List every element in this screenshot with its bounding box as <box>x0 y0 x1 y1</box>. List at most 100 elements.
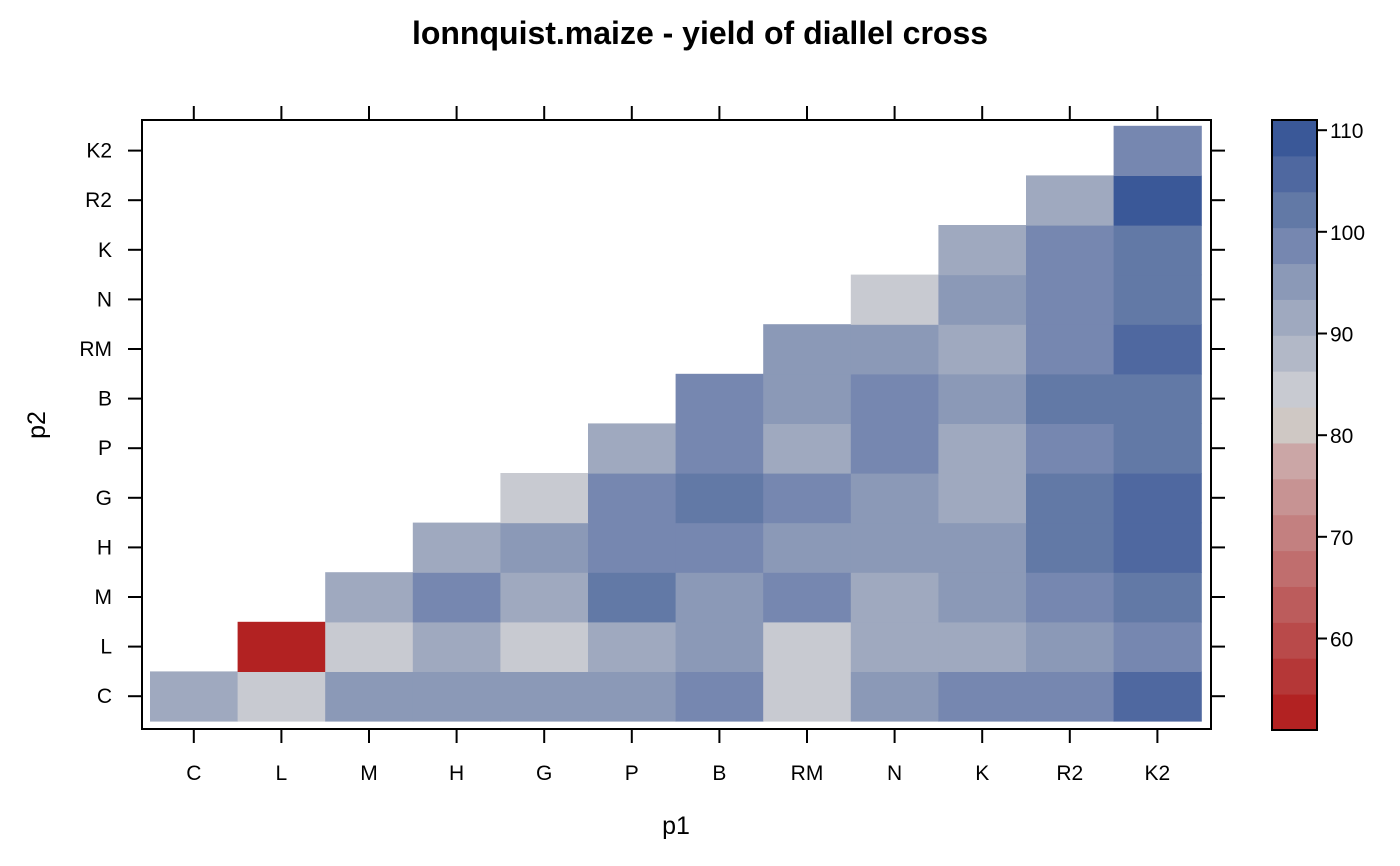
chart-title: lonnquist.maize - yield of diallel cross <box>412 15 988 51</box>
heatmap-cell-G-C <box>500 671 589 722</box>
colorbar-segment <box>1272 694 1317 731</box>
heatmap-cell-B-P <box>675 423 764 474</box>
heatmap-cell-RM-G <box>763 473 852 524</box>
heatmap-cells <box>150 125 1202 722</box>
heatmap-cell-R2-M <box>1026 572 1115 623</box>
heatmap-cell-R2-K <box>1026 225 1115 276</box>
x-tick-label: C <box>186 762 201 785</box>
heatmap-cell-G-L <box>500 621 589 672</box>
heatmap-cell-B-G <box>675 473 764 524</box>
heatmap-cell-RM-B <box>763 373 852 424</box>
heatmap-cell-L-C <box>237 671 326 722</box>
heatmap-cell-K2-C <box>1113 671 1202 722</box>
x-tick-label: R2 <box>1056 762 1083 785</box>
heatmap-cell-R2-N <box>1026 274 1115 325</box>
x-tick-label: P <box>625 762 639 785</box>
heatmap-cell-N-H <box>850 522 939 573</box>
heatmap-cell-R2-B <box>1026 373 1115 424</box>
heatmap-cell-P-C <box>588 671 677 722</box>
heatmap-cell-R2-H <box>1026 522 1115 573</box>
heatmap-cell-G-M <box>500 572 589 623</box>
heatmap-cell-K2-K2 <box>1113 125 1202 176</box>
colorbar-segment <box>1272 191 1317 229</box>
colorbar-segment <box>1272 514 1317 552</box>
heatmap-cell-R2-L <box>1026 621 1115 672</box>
y-tick-label: C <box>97 685 112 708</box>
colorbar-tick-label: 100 <box>1330 222 1365 245</box>
heatmap-cell-K2-P <box>1113 423 1202 474</box>
heatmap-cell-L-L <box>237 621 326 672</box>
heatmap-cell-K-M <box>938 572 1027 623</box>
colorbar-segment <box>1272 622 1317 659</box>
heatmap-cell-H-C <box>412 671 501 722</box>
y-tick-label: P <box>98 437 112 460</box>
heatmap-cell-RM-RM <box>763 324 852 375</box>
heatmap-cell-C-C <box>150 671 239 722</box>
y-axis-title: p2 <box>23 411 51 439</box>
heatmap-cell-K2-M <box>1113 572 1202 623</box>
heatmap-cell-B-H <box>675 522 764 573</box>
heatmap-cell-K-H <box>938 522 1027 573</box>
colorbar-tick-label: 80 <box>1330 425 1353 448</box>
heatmap-cell-N-L <box>850 621 939 672</box>
heatmap-cell-R2-P <box>1026 423 1115 474</box>
y-tick-label: G <box>96 487 112 510</box>
colorbar-segment <box>1272 299 1317 336</box>
colorbar-segment <box>1272 227 1317 265</box>
heatmap-cell-H-M <box>412 572 501 623</box>
heatmap-cell-K-B <box>938 373 1027 424</box>
colorbar-segment <box>1272 550 1317 587</box>
heatmap-cell-B-L <box>675 621 764 672</box>
y-tick-label: L <box>100 636 112 659</box>
x-tick-label: L <box>276 762 288 785</box>
heatmap-cell-K2-R2 <box>1113 175 1202 226</box>
heatmap-cell-P-M <box>588 572 677 623</box>
x-tick-label: N <box>887 762 902 785</box>
colorbar: 60 70 80 90 100 110 <box>1271 119 1365 731</box>
heatmap-cell-R2-C <box>1026 671 1115 722</box>
colorbar-tick-label: 110 <box>1330 120 1363 143</box>
plot-frame <box>141 119 1212 730</box>
heatmap-cell-RM-C <box>763 671 852 722</box>
y-tick-label: H <box>97 536 112 559</box>
heatmap-cell-RM-M <box>763 572 852 623</box>
y-tick-label: K <box>98 239 112 262</box>
colorbar-segment <box>1272 263 1317 300</box>
heatmap-cell-P-L <box>588 621 677 672</box>
heatmap-cell-M-C <box>325 671 414 722</box>
heatmap-cell-P-P <box>588 423 677 474</box>
y-tick-label: M <box>95 586 113 609</box>
heatmap-cell-G-H <box>500 522 589 573</box>
heatmap-cell-H-L <box>412 621 501 672</box>
heatmap-cell-K2-N <box>1113 274 1202 325</box>
y-tick-label: R2 <box>85 189 112 212</box>
heatmap-cell-K-N <box>938 274 1027 325</box>
colorbar-tick-label: 70 <box>1330 527 1353 550</box>
y-tick-label: K2 <box>86 140 112 163</box>
heatmap-cell-RM-P <box>763 423 852 474</box>
heatmap-cell-N-N <box>850 274 939 325</box>
colorbar-tick-label: 60 <box>1330 629 1353 652</box>
heatmap-cell-K-RM <box>938 324 1027 375</box>
heatmap-cell-B-B <box>675 373 764 424</box>
heatmap-cell-B-C <box>675 671 764 722</box>
heatmap-cell-R2-G <box>1026 473 1115 524</box>
heatmap-cell-K2-B <box>1113 373 1202 424</box>
colorbar-segment <box>1272 155 1317 193</box>
x-tick-label: G <box>536 762 552 785</box>
heatmap-cell-K2-H <box>1113 522 1202 573</box>
colorbar-segment <box>1272 658 1317 695</box>
y-tick-label: B <box>98 388 112 411</box>
heatmap-cell-K2-L <box>1113 621 1202 672</box>
heatmap-cell-P-H <box>588 522 677 573</box>
heatmap-cell-RM-L <box>763 621 852 672</box>
x-tick-label: K <box>975 762 989 785</box>
axis-tick-labels: C L M H G P B RM N K R2 K2 C L M H G P B RM N K R2 K2 <box>79 140 1170 785</box>
heatmap-cell-K2-G <box>1113 473 1202 524</box>
heatmap-cell-R2-R2 <box>1026 175 1115 226</box>
x-axis-title: p1 <box>662 812 690 840</box>
heatmap-cell-K-L <box>938 621 1027 672</box>
colorbar-segment <box>1272 335 1317 372</box>
heatmap-cell-N-B <box>850 373 939 424</box>
